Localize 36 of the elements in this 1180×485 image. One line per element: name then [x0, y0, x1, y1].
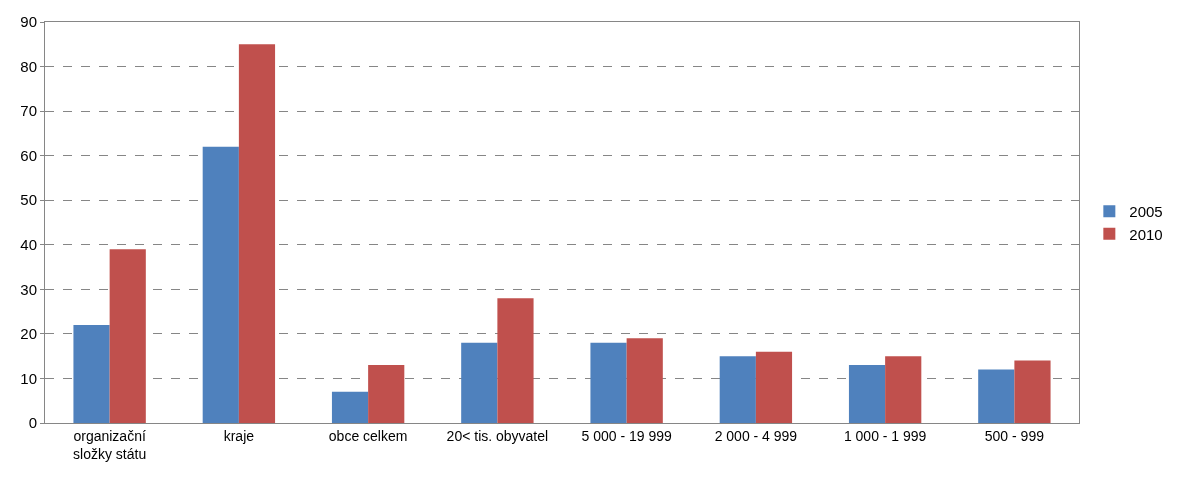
y-tick-label: 30 [20, 280, 37, 298]
y-tick-label: 50 [20, 191, 37, 209]
x-tick-label: organizační složky státu [73, 427, 147, 462]
legend-label: 2005 [1129, 203, 1163, 221]
bar [497, 298, 534, 423]
y-tick-label: 80 [20, 57, 37, 75]
bar [331, 391, 369, 423]
bar [461, 342, 498, 423]
x-tick-label: kraje [223, 427, 255, 444]
legend-label: 2010 [1129, 225, 1163, 243]
x-tick-label: 20< tis. obyvatel [446, 427, 549, 444]
bar [109, 249, 146, 423]
bar [238, 44, 276, 423]
bar [626, 338, 663, 423]
y-tick-label: 90 [20, 13, 37, 31]
bar [755, 351, 793, 423]
bar [590, 342, 627, 423]
bar [368, 365, 405, 423]
x-tick-label: 5 000 - 19 999 [581, 427, 672, 444]
x-tick-label: obce celkem [328, 427, 408, 444]
bar [978, 369, 1015, 423]
bar [1014, 360, 1051, 423]
bar [202, 146, 239, 423]
bar [885, 356, 922, 423]
y-tick-label: 0 [28, 414, 37, 432]
bar [73, 324, 110, 423]
bar [719, 356, 756, 423]
x-tick-label: 500 - 999 [984, 427, 1045, 444]
bar [848, 365, 886, 423]
x-tick-label: 1 000 - 1 999 [843, 427, 927, 444]
y-tick-label: 20 [20, 325, 37, 343]
y-tick-label: 10 [20, 369, 37, 387]
y-tick-label: 60 [20, 146, 37, 164]
y-tick-label: 40 [20, 236, 37, 254]
x-tick-label: 2 000 - 4 999 [714, 427, 798, 444]
y-tick-label: 70 [20, 102, 37, 120]
